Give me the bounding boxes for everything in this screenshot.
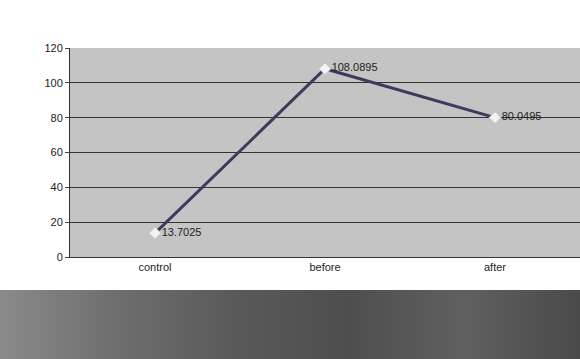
svg-text:100: 100 — [44, 77, 62, 89]
svg-text:40: 40 — [51, 181, 63, 193]
svg-text:0: 0 — [57, 251, 63, 263]
svg-text:108.0895: 108.0895 — [332, 61, 378, 73]
svg-text:control: control — [138, 261, 171, 273]
svg-text:before: before — [309, 261, 340, 273]
svg-text:13.7025: 13.7025 — [162, 226, 202, 238]
svg-text:60: 60 — [51, 146, 63, 158]
svg-text:20: 20 — [51, 216, 63, 228]
svg-text:120: 120 — [44, 42, 62, 54]
svg-text:80.0495: 80.0495 — [502, 110, 542, 122]
svg-text:80: 80 — [51, 112, 63, 124]
svg-text:after: after — [484, 261, 506, 273]
